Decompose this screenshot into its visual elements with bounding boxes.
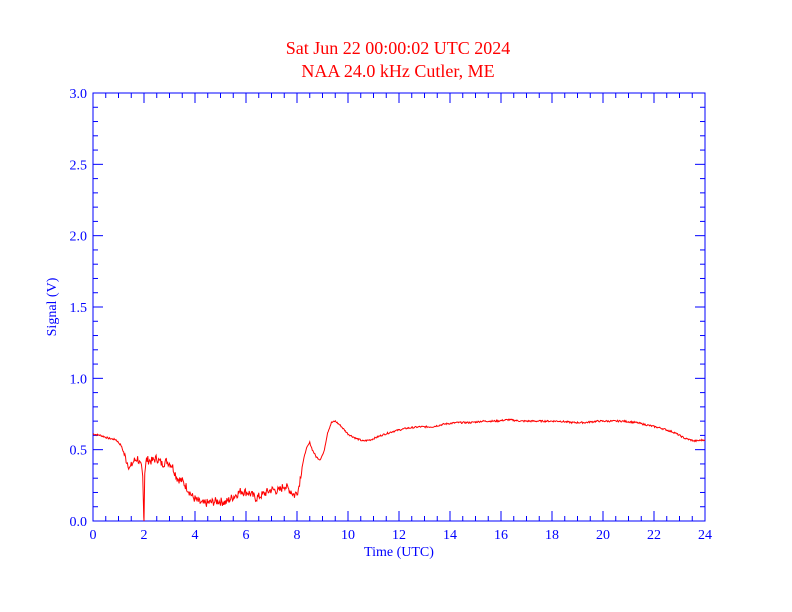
y-axis-ticks (93, 92, 705, 522)
x-tick-label: 2 (141, 528, 148, 543)
x-axis-label: Time (UTC) (364, 545, 434, 560)
y-tick-label: 0.5 (70, 444, 88, 459)
x-tick-label: 24 (698, 528, 712, 543)
x-axis-ticks (92, 93, 706, 521)
x-tick-label: 20 (596, 528, 610, 543)
series-group (93, 418, 706, 522)
y-axis-label: Signal (V) (45, 277, 60, 336)
x-tick-label: 0 (90, 528, 97, 543)
x-tick-label: 8 (294, 528, 301, 543)
x-tick-label: 16 (494, 528, 508, 543)
y-tick-label: 0.0 (70, 515, 88, 530)
y-axis-tick-labels: 0.0 0.5 1.0 1.5 2.0 2.5 3.0 (70, 87, 88, 530)
y-tick-label: 1.5 (70, 301, 88, 316)
chart-subtitle: NAA 24.0 kHz Cutler, ME (301, 61, 494, 81)
y-tick-label: 3.0 (70, 87, 88, 102)
x-tick-label: 18 (545, 528, 559, 543)
y-tick-label: 1.0 (70, 372, 88, 387)
x-axis-tick-labels: 0 2 4 6 8 10 12 14 16 18 20 22 24 (90, 528, 713, 543)
chart-title: Sat Jun 22 00:00:02 UTC 2024 (286, 38, 511, 58)
x-tick-label: 10 (341, 528, 355, 543)
y-tick-label: 2.5 (70, 158, 88, 173)
signal-series-line (93, 418, 706, 522)
x-tick-label: 4 (192, 528, 199, 543)
x-tick-label: 6 (243, 528, 250, 543)
y-tick-label: 2.0 (70, 230, 88, 245)
x-tick-label: 14 (443, 528, 457, 543)
x-tick-label: 22 (647, 528, 661, 543)
plot-frame (92, 92, 706, 522)
x-tick-label: 12 (392, 528, 406, 543)
